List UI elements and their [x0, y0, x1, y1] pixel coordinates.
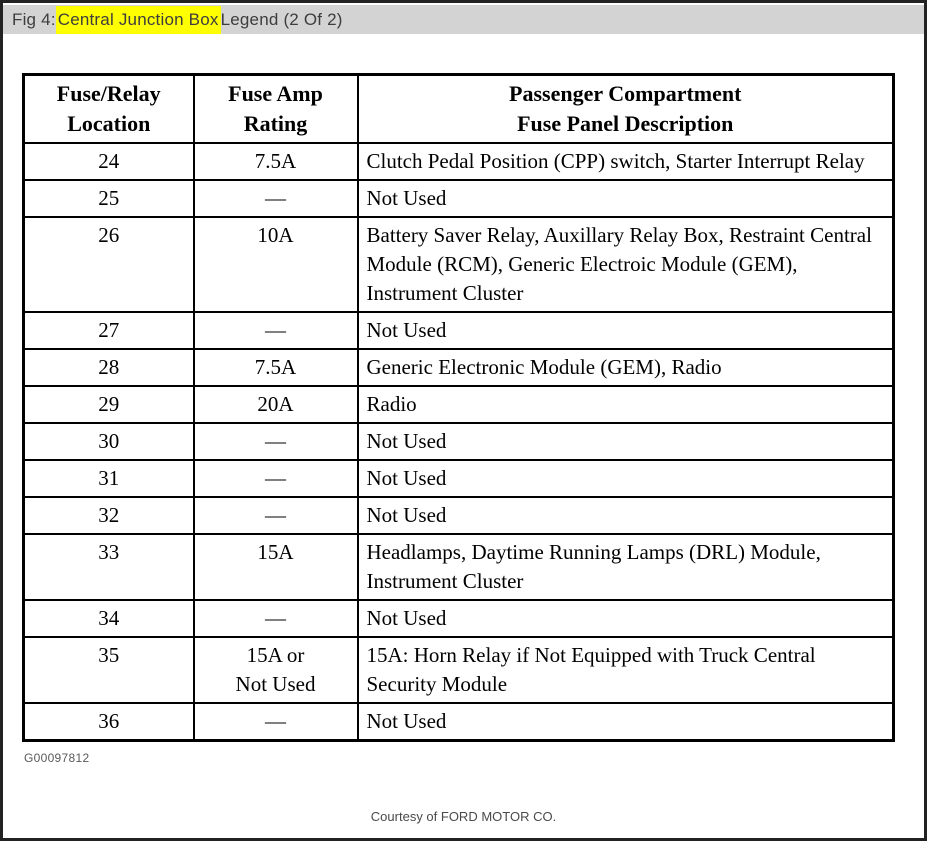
column-header-location: Fuse/Relay Location	[22, 73, 195, 144]
fuse-table-container: Fuse/Relay Location Fuse Amp Rating Pass…	[22, 73, 895, 742]
figure-caption-bar: Fig 4: Central Junction Box Legend (2 Of…	[3, 5, 924, 34]
description-cell: Not Used	[356, 422, 895, 461]
description-cell: Not Used	[356, 702, 895, 742]
description-cell: Clutch Pedal Position (CPP) switch, Star…	[356, 142, 895, 181]
fuse-location-cell: 29	[22, 385, 195, 424]
table-row: 30— Not Used	[22, 422, 895, 461]
fuse-legend-table: Fuse/Relay Location Fuse Amp Rating Pass…	[22, 73, 895, 742]
fuse-location-cell: 26	[22, 216, 195, 313]
amp-rating-cell: 15A or Not Used	[192, 636, 359, 704]
description-cell: Not Used	[356, 496, 895, 535]
column-header-description: Passenger Compartment Fuse Panel Descrip…	[356, 73, 895, 144]
fuse-location-cell: 30	[22, 422, 195, 461]
description-cell: Headlamps, Daytime Running Lamps (DRL) M…	[356, 533, 895, 601]
table-row: 34— Not Used	[22, 599, 895, 638]
table-row: 35 15A or Not Used 15A: Horn Relay if Not …	[22, 636, 895, 704]
figure-caption-prefix: Fig 4:	[12, 9, 56, 29]
description-cell: 15A: Horn Relay if Not Equipped with Tru…	[356, 636, 895, 704]
amp-rating-cell: —	[192, 702, 359, 742]
description-cell: Not Used	[356, 459, 895, 498]
table-row: 25— Not Used	[22, 179, 895, 218]
amp-rating-cell: —	[192, 599, 359, 638]
table-row: 31— Not Used	[22, 459, 895, 498]
courtesy-credit-text: Courtesy of FORD MOTOR CO.	[370, 809, 557, 824]
table-row: 26 10A Battery Saver Relay, Auxillary Rela…	[22, 216, 895, 313]
description-cell: Battery Saver Relay, Auxillary Relay Box…	[356, 216, 895, 313]
amp-rating-cell: —	[192, 311, 359, 350]
fuse-location-cell: 27	[22, 311, 195, 350]
table-row: 24 7.5A Clutch Pedal Position (CPP) switch…	[22, 142, 895, 181]
table-row: 29 20A Radio	[22, 385, 895, 424]
fuse-location-cell: 32	[22, 496, 195, 535]
description-cell: Radio	[356, 385, 895, 424]
description-cell: Not Used	[356, 599, 895, 638]
figure-reference-code: G00097812	[24, 751, 90, 765]
table-row: 32— Not Used	[22, 496, 895, 535]
search-highlight: Central Junction Box	[55, 5, 221, 34]
amp-rating-cell: 20A	[192, 385, 359, 424]
amp-rating-cell: 15A	[192, 533, 359, 601]
fuse-location-cell: 35	[22, 636, 195, 704]
description-cell: Not Used	[356, 311, 895, 350]
amp-rating-cell: 10A	[192, 216, 359, 313]
fuse-table-header: Fuse/Relay Location Fuse Amp Rating Pass…	[22, 73, 895, 144]
fuse-table-body: 24 7.5A Clutch Pedal Position (CPP) switch…	[22, 142, 895, 742]
fuse-location-cell: 28	[22, 348, 195, 387]
fuse-location-cell: 25	[22, 179, 195, 218]
fuse-location-cell: 36	[22, 702, 195, 742]
table-row: 27— Not Used	[22, 311, 895, 350]
amp-rating-cell: —	[192, 496, 359, 535]
column-header-rating: Fuse Amp Rating	[192, 73, 359, 144]
header-row: Fuse/Relay Location Fuse Amp Rating Pass…	[22, 73, 895, 144]
description-cell: Generic Electronic Module (GEM), Radio	[356, 348, 895, 387]
description-cell: Not Used	[356, 179, 895, 218]
amp-rating-cell: 7.5A	[192, 142, 359, 181]
amp-rating-cell: —	[192, 179, 359, 218]
table-row: 28 7.5A Generic Electronic Module (GEM), R…	[22, 348, 895, 387]
table-row: 36— Not Used	[22, 702, 895, 742]
amp-rating-cell: —	[192, 459, 359, 498]
amp-rating-cell: 7.5A	[192, 348, 359, 387]
amp-rating-cell: —	[192, 422, 359, 461]
fuse-location-cell: 34	[22, 599, 195, 638]
fuse-location-cell: 31	[22, 459, 195, 498]
figure-caption-suffix: Legend (2 Of 2)	[220, 9, 343, 29]
table-row: 33 15A Headlamps, Daytime Running Lamps (D…	[22, 533, 895, 601]
fuse-location-cell: 24	[22, 142, 195, 181]
fuse-location-cell: 33	[22, 533, 195, 601]
